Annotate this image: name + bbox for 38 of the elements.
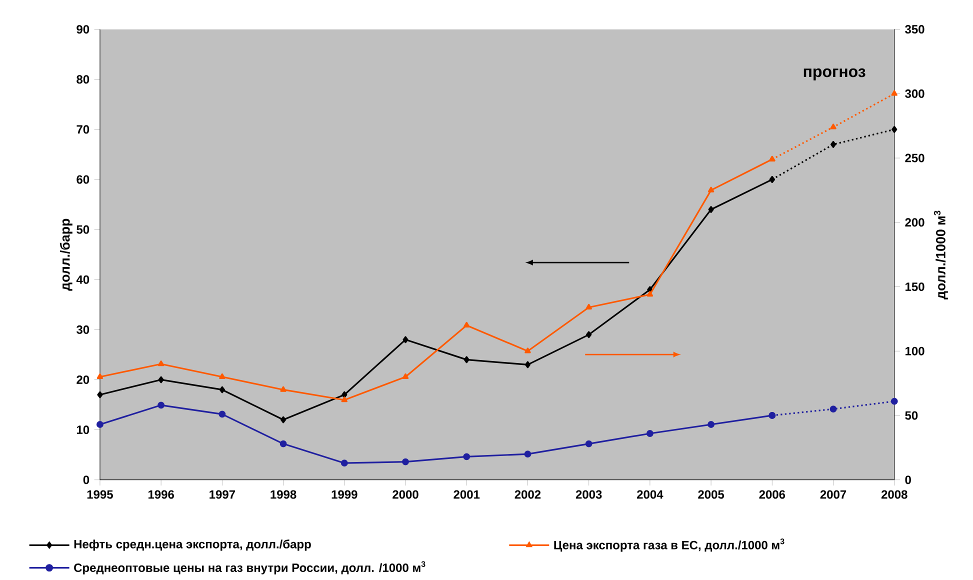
x-tick-label: 2003 xyxy=(576,490,602,499)
x-tick-label: 1996 xyxy=(148,490,174,499)
y2-tick-label: 50 xyxy=(905,411,918,420)
y2-tick-label: 300 xyxy=(905,90,924,98)
legend-label: Среднеоптовые цены на газ внутри России, долл. /1000 м$^{3}$ xyxy=(74,561,426,574)
x-tick-label: 1995 xyxy=(87,490,113,499)
y2-tick-label: 250 xyxy=(905,154,924,162)
y2-tick-label: 200 xyxy=(905,218,924,227)
x-tick-label: 2000 xyxy=(392,490,418,499)
y2-tick-label: 150 xyxy=(906,282,924,292)
x-tick-label: 1998 xyxy=(270,490,296,499)
x-tick-label: 2002 xyxy=(514,490,541,499)
y-tick-label: 10 xyxy=(76,426,90,434)
annotation: прогноз xyxy=(804,68,866,80)
x-tick-label: 2006 xyxy=(759,490,786,499)
x-tick-label: 2001 xyxy=(454,490,480,499)
y-tick-label: 70 xyxy=(76,125,90,134)
legend-label: Нефть средн.цена экспорта, долл./барр xyxy=(74,540,311,551)
y-tick-label: 80 xyxy=(76,75,90,84)
legend-label: Цена экспорта газа в ЕС, долл./1000 м$^{3}$ xyxy=(554,538,784,552)
y-axis-title: долл./барр xyxy=(60,218,72,291)
y-tick-label: 30 xyxy=(76,325,90,334)
y-tick-label: 20 xyxy=(76,376,90,384)
x-tick-label: 1997 xyxy=(210,490,235,499)
y-tick-label: 50 xyxy=(76,225,90,234)
x-tick-label: 2004 xyxy=(637,490,664,499)
x-tick-label: 1999 xyxy=(332,490,358,499)
y-tick-label: 60 xyxy=(76,175,90,184)
x-tick-label: 2008 xyxy=(881,490,908,499)
y-tick-label: 0 xyxy=(83,476,90,484)
y2-tick-label: 100 xyxy=(906,346,924,356)
x-tick-label: 2007 xyxy=(820,490,846,499)
x-tick-label: 2005 xyxy=(698,490,724,499)
y-tick-label: 90 xyxy=(76,25,90,34)
y2-tick-label: 0 xyxy=(905,476,911,484)
y2-tick-label: 350 xyxy=(905,25,924,34)
y-tick-label: 40 xyxy=(76,275,90,284)
y2-axis-title: долл./1000 м$^{3}$ xyxy=(934,210,948,300)
